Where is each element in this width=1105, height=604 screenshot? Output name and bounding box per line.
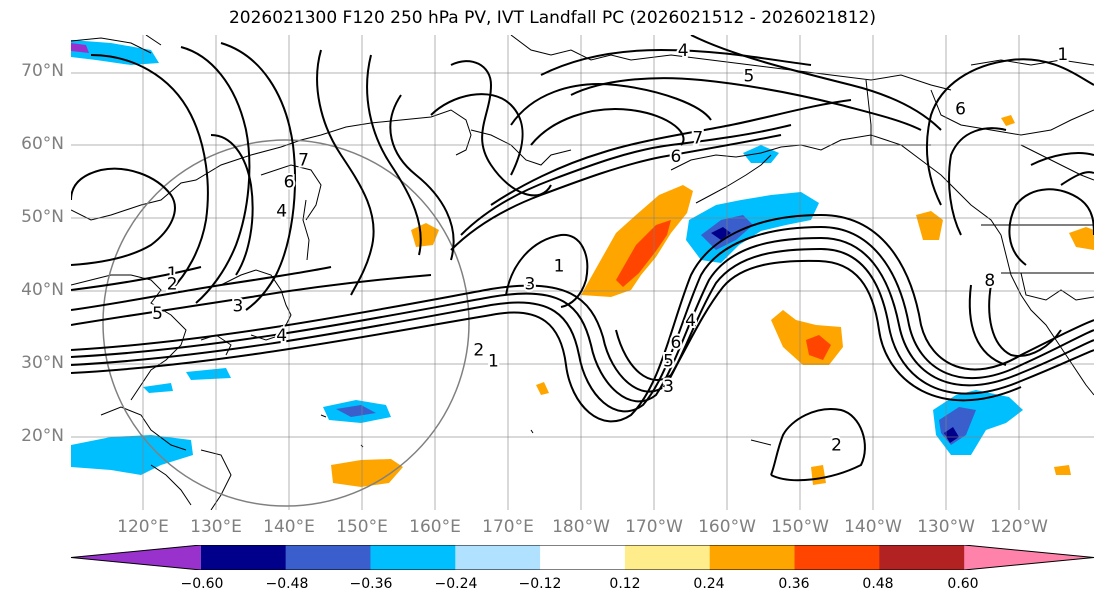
contour-label: 2 (167, 275, 178, 295)
map-title: 2026021300 F120 250 hPa PV, IVT Landfall… (228, 8, 876, 28)
contour-label: 7 (298, 151, 309, 171)
pv-negative-taiwan (143, 383, 173, 393)
contour-label: 4 (678, 41, 689, 61)
contour-label: 3 (663, 377, 674, 397)
contour-label: 6 (670, 333, 681, 353)
lon-label-170w: 170°W (625, 517, 683, 537)
lon-label-120e: 120°E (117, 517, 169, 537)
pv-ivt-map: 125347642131457646532816654 (71, 35, 1094, 510)
contour-label: 5 (663, 351, 674, 371)
pv-positive-hudson (1001, 115, 1015, 126)
colorbar-tick: −0.48 (265, 576, 309, 592)
colorbar-tick: 0.24 (693, 576, 725, 592)
colorbar-cell (370, 545, 456, 570)
gridlines (71, 35, 1094, 510)
colorbar (70, 545, 1095, 570)
pv-positive-small-east (1054, 465, 1071, 475)
pv-negative-siberia (71, 40, 159, 65)
colorbar-tick: 0.12 (609, 576, 641, 592)
colorbar-tick: −0.12 (518, 576, 562, 592)
contour-label: 1 (554, 256, 565, 276)
lat-label-70n: 70°N (21, 61, 64, 81)
colorbar-tick: 0.36 (778, 576, 810, 592)
pv-negative-okinawa (186, 368, 231, 380)
contour-label: 4 (276, 326, 287, 346)
pv-positive-west-pacific (331, 459, 403, 487)
contour-label: 6 (670, 147, 681, 167)
contour-labels: 125347642131457646532816654 (150, 39, 1070, 457)
colorbar-cell (455, 545, 541, 570)
contour-label: 1 (1057, 45, 1068, 65)
contour-label: 7 (692, 129, 703, 149)
lat-label-20n: 20°N (21, 426, 64, 446)
colorbar-cell (200, 545, 287, 570)
pv-positive-alberta (1069, 227, 1094, 250)
contour-label: 5 (743, 67, 754, 87)
colorbar-tick: −0.24 (434, 576, 478, 592)
pv-positive-bering (581, 185, 693, 297)
lat-label-30n: 30°N (21, 353, 64, 373)
lon-label-170e: 170°E (482, 517, 534, 537)
pv-negative-alaska (743, 145, 779, 163)
colorbar-cell (540, 545, 626, 570)
pv-anomaly-fills (71, 40, 1094, 487)
contour-label: 3 (232, 297, 243, 317)
pv-negative-gulf-center (711, 227, 731, 240)
colorbar-tick: −0.60 (180, 576, 224, 592)
lon-label-120w: 120°W (990, 517, 1048, 537)
colorbar-cell (879, 545, 965, 570)
pv-positive-midway (536, 382, 549, 395)
colorbar-outline (70, 545, 1095, 570)
lon-label-140w: 140°W (844, 517, 902, 537)
pv-positive-hawaii-core (806, 335, 831, 360)
contour-label: 3 (524, 275, 535, 295)
colorbar-cell (964, 545, 1094, 570)
lon-label-180w: 180°W (552, 517, 610, 537)
lon-label-140e: 140°E (263, 517, 315, 537)
lon-label-130e: 130°E (190, 517, 242, 537)
contour-label: 1 (167, 264, 178, 284)
colorbar-tick: 0.48 (862, 576, 894, 592)
lat-label-60n: 60°N (21, 134, 64, 154)
contour-label: 4 (276, 202, 287, 222)
lon-label-150e: 150°E (336, 517, 388, 537)
pv-positive-sea-of-japan (411, 223, 439, 247)
colorbar-cell (794, 545, 880, 570)
pv-negative-siberia-core (71, 43, 89, 53)
contour-label: 2 (831, 435, 842, 455)
lon-label-130w: 130°W (917, 517, 975, 537)
pv-positive-bering-core (616, 220, 671, 287)
colorbar-cell (71, 545, 201, 570)
contour-label: 1 (488, 351, 499, 371)
colorbar-cell (285, 545, 371, 570)
landfall-region-circle (102, 139, 470, 507)
pv-negative-south-china (71, 435, 193, 475)
colorbar-tick: 0.60 (947, 576, 979, 592)
pv-negative-west-pacific-core (336, 405, 376, 417)
colorbar-cell (624, 545, 711, 570)
colorbar-cell (709, 545, 796, 570)
contour-label: 6 (284, 173, 295, 193)
lon-label-160e: 160°E (409, 517, 461, 537)
lon-label-160w: 160°W (698, 517, 756, 537)
contour-label: 2 (473, 340, 484, 360)
coastlines (71, 35, 1094, 510)
contour-label: 8 (984, 271, 995, 291)
pv-contours (71, 35, 1094, 482)
contour-label: 6 (955, 100, 966, 120)
lon-label-150w: 150°W (771, 517, 829, 537)
pv-negative-east-center (944, 427, 959, 443)
lat-label-40n: 40°N (21, 280, 64, 300)
colorbar-tick: −0.36 (349, 576, 393, 592)
contour-label: 4 (685, 311, 696, 331)
lat-label-50n: 50°N (21, 207, 64, 227)
contour-label: 5 (152, 304, 163, 324)
